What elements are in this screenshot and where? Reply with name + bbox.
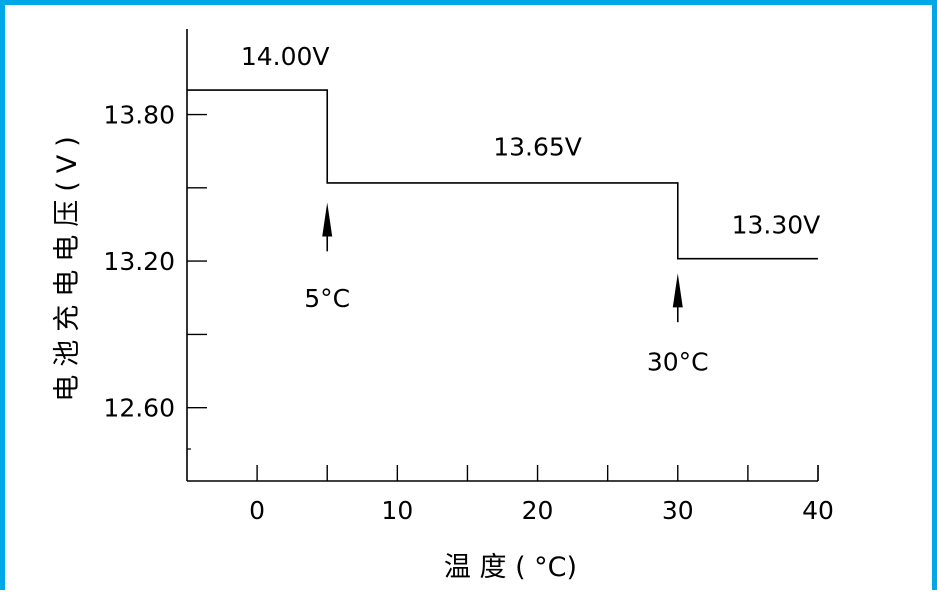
y-axis-label: 电池充电电压(V) — [52, 128, 83, 402]
y-tick-label: 12.60 — [103, 394, 175, 423]
x-tick-label: 30 — [662, 496, 694, 525]
series-line — [187, 89, 818, 260]
x-tick-label: 40 — [802, 496, 834, 525]
tick-labels: 0 10 20 30 40 12.60 13.20 13.80 — [103, 101, 833, 525]
annotation-label: 30°C — [647, 347, 709, 376]
annotation-label: 5°C — [304, 284, 350, 313]
annotation-label: 14.00V — [241, 42, 330, 71]
arrow-head — [322, 202, 333, 237]
x-tick-label: 10 — [381, 496, 413, 525]
annotation-label: 13.30V — [732, 210, 821, 239]
x-tick-label: 20 — [522, 496, 554, 525]
x-tick-label: 0 — [249, 496, 265, 525]
axes — [186, 29, 818, 482]
y-tick-label: 13.80 — [103, 101, 175, 130]
arrow-head — [672, 273, 683, 308]
x-axis-label: 温 度 ( °C) — [444, 552, 577, 583]
annotations: 14.00V 13.65V 13.30V 5°C 30°C — [241, 42, 820, 376]
annotation-label: 13.65V — [493, 132, 582, 161]
y-tick-label: 13.20 — [103, 247, 175, 276]
ticks — [187, 113, 819, 481]
